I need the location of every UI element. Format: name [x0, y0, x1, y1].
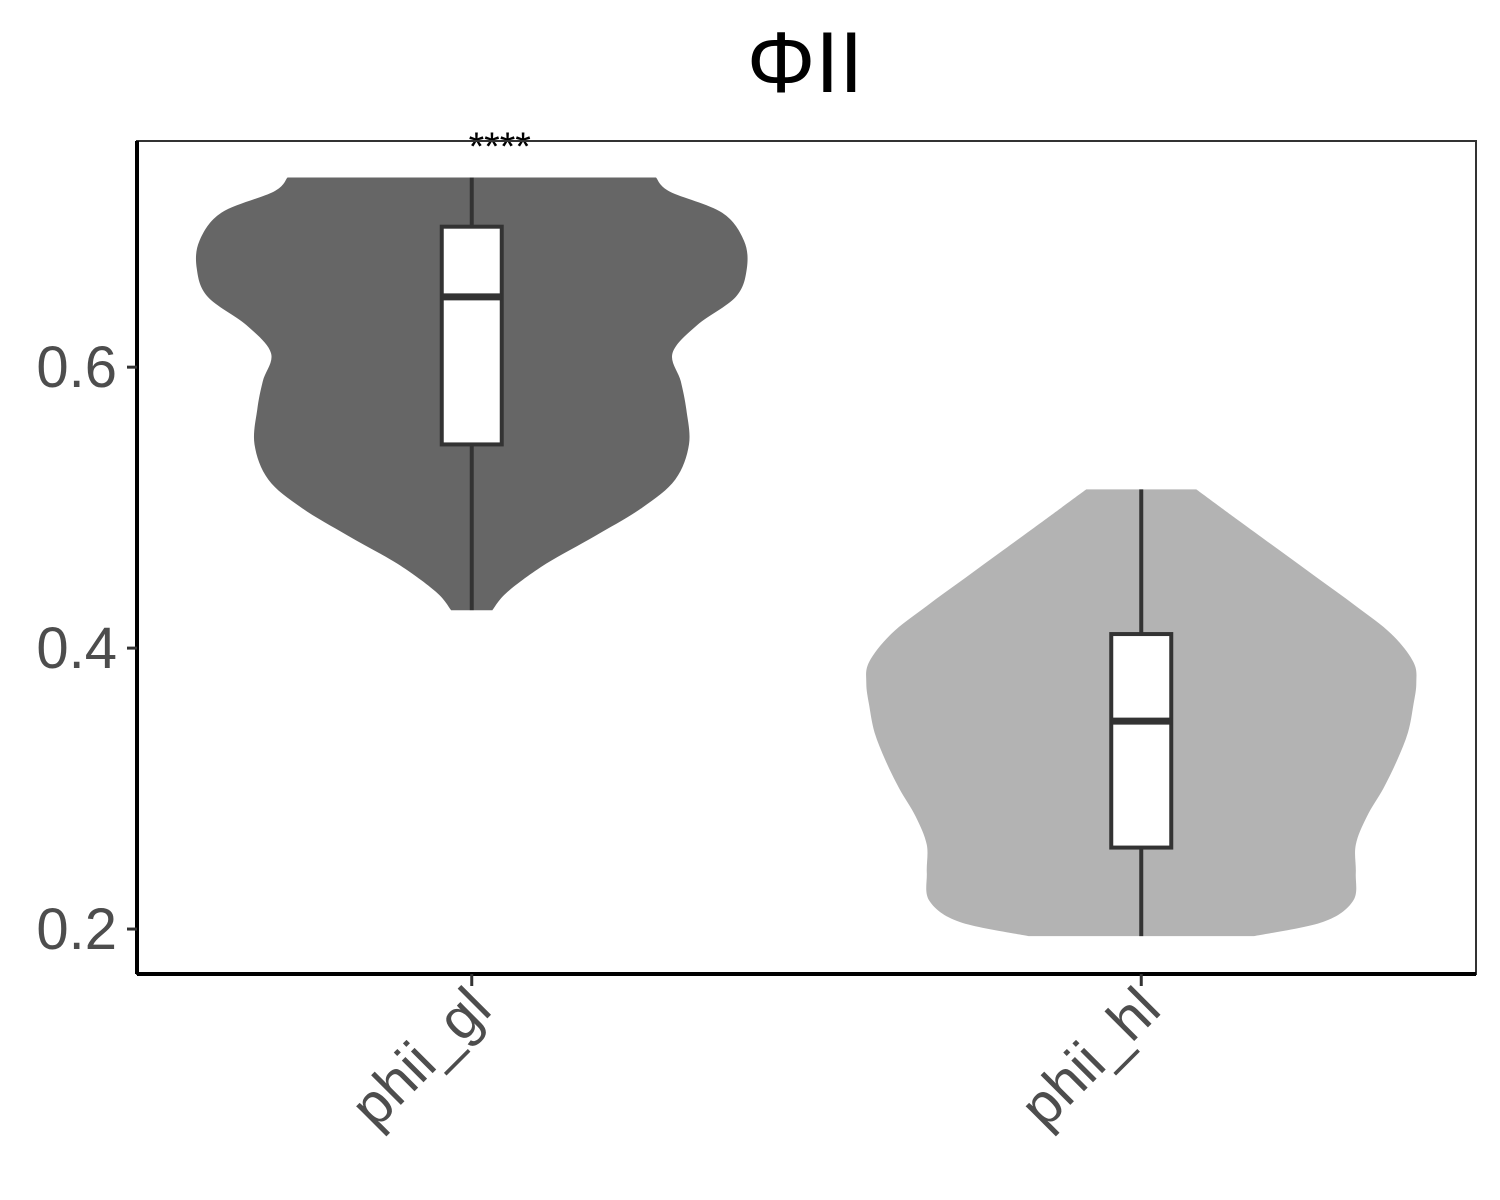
box-phii_hl: [1109, 632, 1174, 850]
significance-label: ****: [469, 125, 531, 169]
chart-title: ΦII: [747, 15, 863, 111]
y-tick-label: 0.4: [36, 616, 117, 681]
y-tick-label: 0.6: [36, 335, 117, 400]
plot-area: ****: [195, 125, 1417, 937]
box-phii_gl: [439, 224, 504, 447]
y-tick-label: 0.2: [36, 897, 117, 962]
x-tick-label: phii_gl: [338, 975, 503, 1140]
x-tick-label: phii_hl: [1008, 975, 1173, 1140]
